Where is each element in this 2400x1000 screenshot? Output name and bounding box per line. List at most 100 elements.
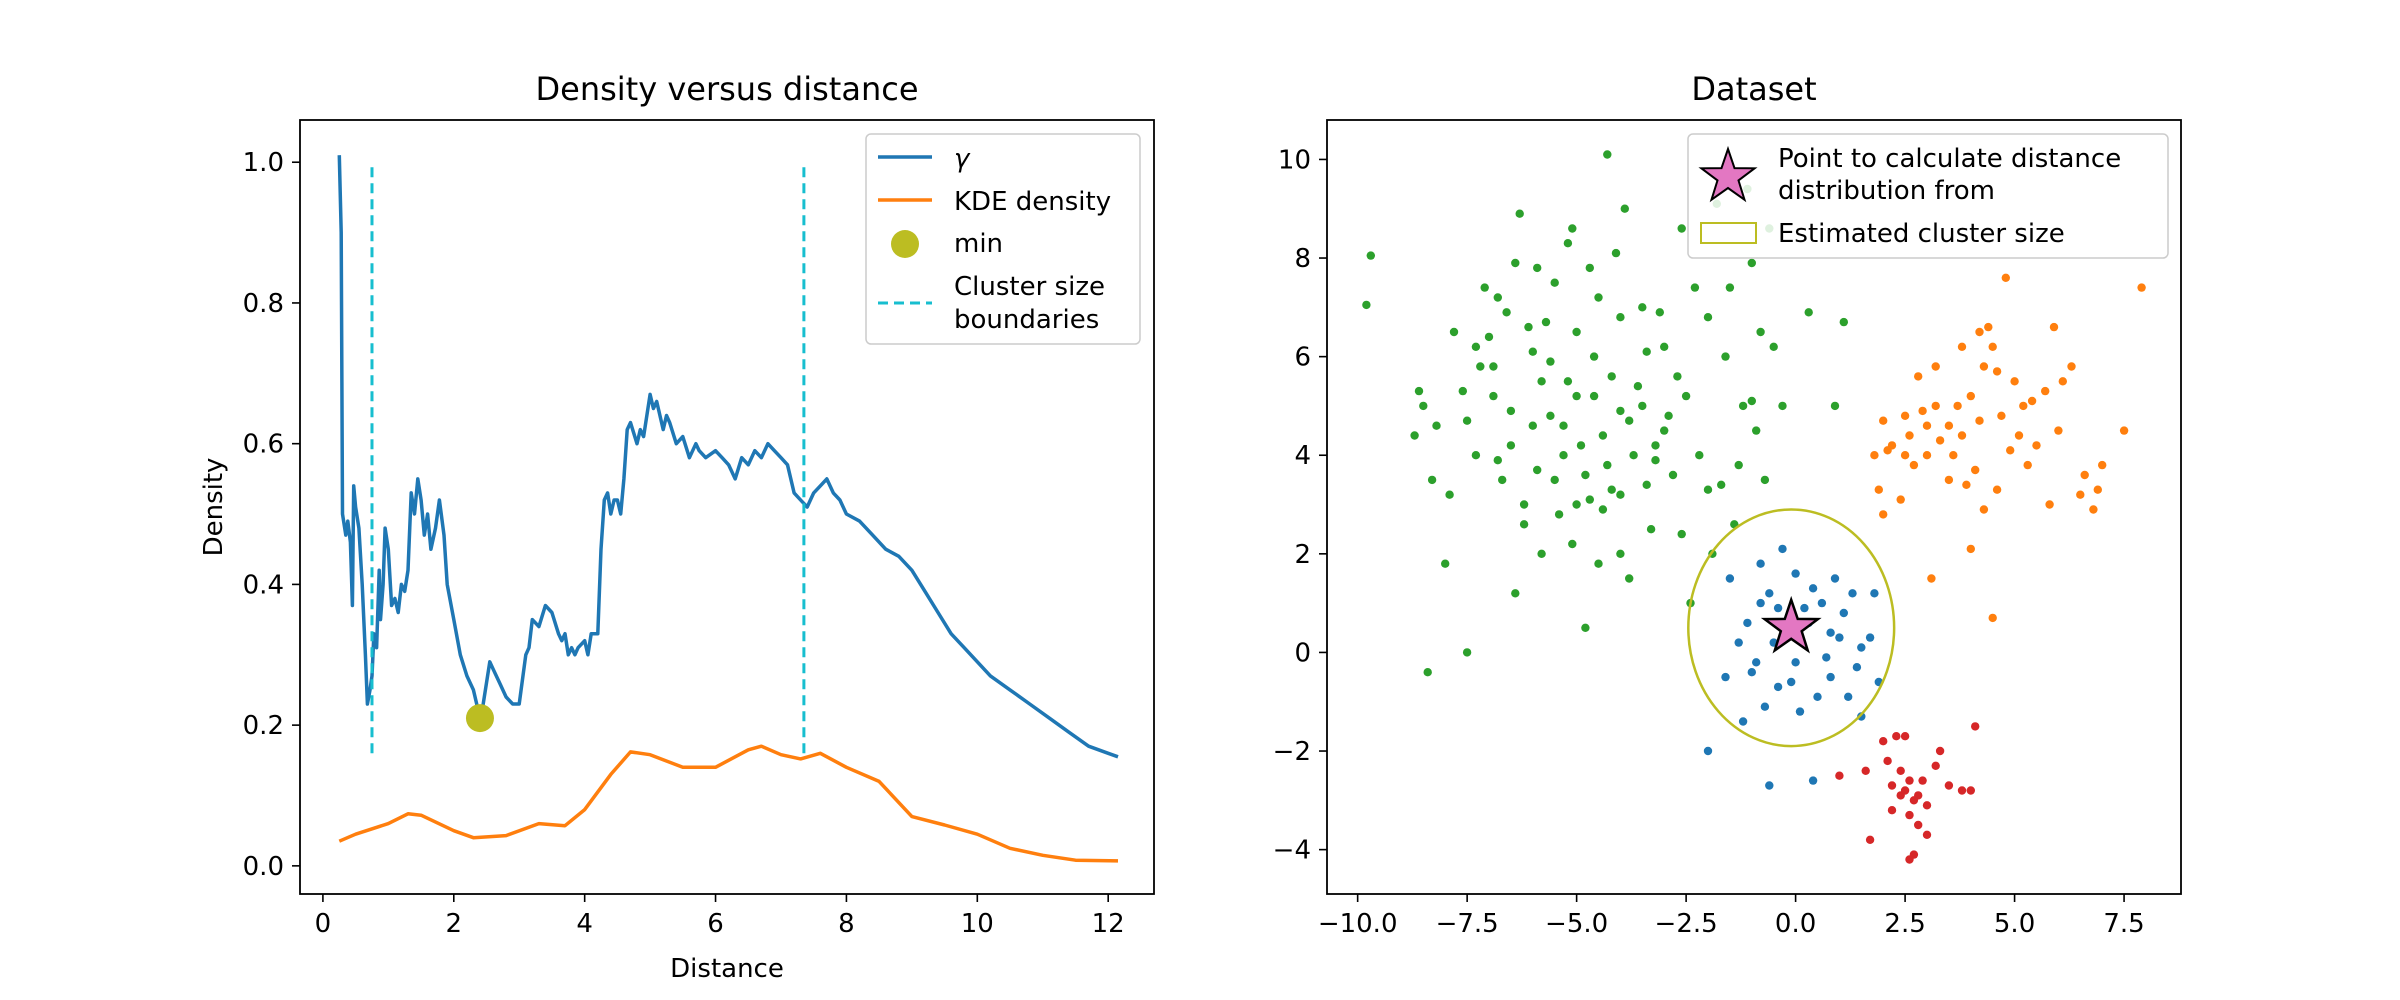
cluster-point-green xyxy=(1607,485,1616,494)
cluster-point-orange xyxy=(2049,322,2059,332)
cluster-point-green xyxy=(1585,263,1595,273)
cluster-point-orange xyxy=(1953,401,1962,411)
legend-box xyxy=(1687,133,2169,259)
cluster-point-green xyxy=(1690,283,1700,292)
cluster-point-red xyxy=(1931,761,1940,770)
cluster-point-red xyxy=(1835,771,1844,780)
cluster-point-red xyxy=(1861,766,1870,775)
cluster-point-green xyxy=(1633,382,1643,391)
cluster-point-green xyxy=(1625,574,1634,583)
cluster-point-red xyxy=(1887,781,1897,790)
cluster-point-red xyxy=(1922,830,1932,839)
y-tick-label: 0.4 xyxy=(243,570,284,600)
cluster-point-red xyxy=(1918,776,1927,785)
cluster-point-orange xyxy=(1944,475,1954,485)
x-tick-label: 6 xyxy=(707,909,724,939)
cluster-point-blue xyxy=(1787,677,1796,687)
cluster-point-orange xyxy=(2001,273,2011,282)
cluster-point-green xyxy=(1747,258,1757,268)
cluster-point-green xyxy=(1423,668,1432,677)
cluster-point-red xyxy=(1905,810,1914,820)
x-tick-label: 8 xyxy=(838,909,855,939)
cluster-point-green xyxy=(1572,500,1581,509)
cluster-point-green xyxy=(1537,377,1546,386)
cluster-point-blue xyxy=(1826,672,1835,682)
cluster-point-orange xyxy=(2119,426,2129,435)
cluster-point-green xyxy=(1528,347,1538,356)
y-tick-label: 1.0 xyxy=(243,148,284,178)
cluster-point-green xyxy=(1568,539,1577,549)
chart-title: Dataset xyxy=(1691,70,1816,108)
cluster-point-blue xyxy=(1747,668,1757,677)
y-tick-label: 6 xyxy=(1294,343,1311,373)
cluster-point-orange xyxy=(1966,544,1976,554)
cluster-point-green xyxy=(1620,204,1630,213)
cluster-point-green xyxy=(1480,283,1489,292)
cluster-point-orange xyxy=(1883,446,1892,455)
y-tick-label: 8 xyxy=(1294,244,1311,274)
cluster-point-red xyxy=(1966,786,1976,795)
estimated-cluster-ellipse xyxy=(1687,508,1896,748)
cluster-point-orange xyxy=(2067,362,2076,371)
cluster-point-orange xyxy=(1900,451,1910,460)
cluster-point-orange xyxy=(2041,386,2050,396)
cluster-point-blue xyxy=(1822,653,1831,662)
cluster-point-green xyxy=(1585,495,1595,504)
min-marker xyxy=(465,704,494,733)
cluster-point-green xyxy=(1752,426,1761,435)
cluster-point-orange xyxy=(1988,613,1997,623)
cluster-point-blue xyxy=(1813,692,1822,701)
cluster-point-red xyxy=(1905,855,1914,864)
cluster-point-blue xyxy=(1738,717,1748,726)
cluster-point-green xyxy=(1441,559,1450,568)
cluster-point-green xyxy=(1778,401,1787,411)
y-tick-label: 10 xyxy=(1278,145,1311,175)
cluster-point-green xyxy=(1524,322,1533,332)
cluster-point-blue xyxy=(1830,574,1840,583)
cluster-point-orange xyxy=(1966,391,1976,401)
legend: Point to calculate distance distribution… xyxy=(1687,133,2169,259)
legend-ellipse-patch xyxy=(1700,222,1757,244)
cluster-point-orange xyxy=(1975,327,1984,337)
reference-point-star xyxy=(1760,595,1822,654)
cluster-point-orange xyxy=(1922,451,1932,460)
cluster-point-orange xyxy=(2093,485,2102,494)
cluster-point-green xyxy=(1660,426,1669,435)
cluster-point-green xyxy=(1594,559,1603,568)
cluster-point-blue xyxy=(1795,707,1805,716)
y-tick-label: 2 xyxy=(1294,540,1311,570)
cluster-point-blue xyxy=(1835,633,1844,642)
legend-star-marker xyxy=(1698,145,1758,203)
cluster-point-orange xyxy=(1874,485,1884,494)
cluster-point-orange xyxy=(1879,510,1888,519)
cluster-point-red xyxy=(1971,722,1980,731)
cluster-point-green xyxy=(1616,313,1625,322)
cluster-point-green xyxy=(1541,317,1551,327)
x-tick-label: −10.0 xyxy=(1318,909,1398,939)
cluster-point-orange xyxy=(1918,406,1927,416)
cluster-point-orange xyxy=(2098,460,2107,470)
cluster-point-red xyxy=(1914,820,1923,830)
cluster-point-green xyxy=(1616,490,1625,499)
x-tick-label: 7.5 xyxy=(2103,909,2144,939)
cluster-point-orange xyxy=(2019,401,2028,411)
cluster-point-green xyxy=(1603,460,1612,470)
cluster-point-orange xyxy=(1957,431,1967,440)
cluster-point-green xyxy=(1717,480,1726,489)
cluster-point-orange xyxy=(2089,505,2098,514)
cluster-point-green xyxy=(1515,209,1524,218)
legend-label-gamma: γ xyxy=(954,144,971,174)
cluster-point-green xyxy=(1603,150,1612,159)
x-tick-label: 0 xyxy=(315,909,332,939)
cluster-point-blue xyxy=(1721,672,1730,682)
legend-label-boundaries-line2: boundaries xyxy=(954,305,1099,335)
cluster-point-red xyxy=(1879,737,1888,746)
cluster-point-orange xyxy=(1949,451,1958,460)
cluster-point-red xyxy=(1909,796,1919,805)
cluster-point-blue xyxy=(1800,603,1809,613)
cluster-point-orange xyxy=(1979,505,1989,514)
cluster-point-green xyxy=(1489,362,1498,371)
density-chart: Density versus distance 0 2 4 6 8 10 120.00.20… xyxy=(199,70,1155,984)
legend-label-point-line1: Point to calculate distance xyxy=(1778,144,2121,174)
y-tick-label: −4 xyxy=(1273,836,1311,866)
